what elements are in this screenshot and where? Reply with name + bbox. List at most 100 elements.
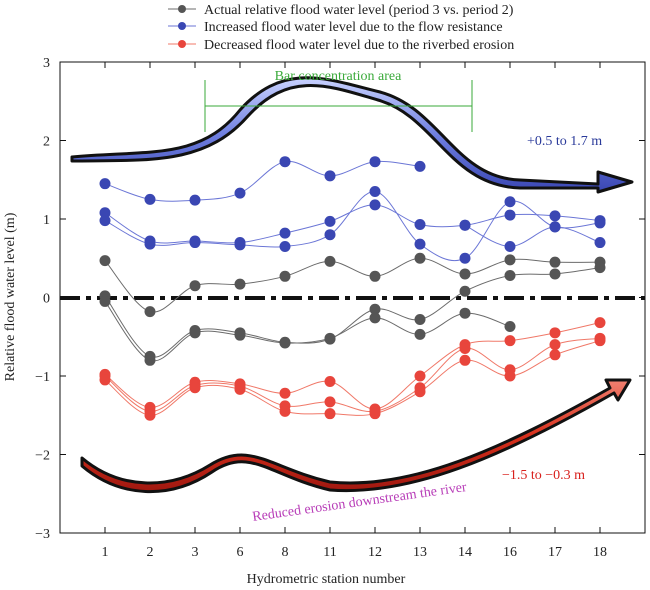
data-point-actual [414,313,426,325]
data-point-increased [324,215,336,227]
data-point-decreased [189,382,201,394]
data-point-actual [594,262,606,274]
data-point-increased [549,221,561,233]
legend-marker-decreased [178,40,186,48]
data-point-increased [144,193,156,205]
data-point-increased [369,156,381,168]
data-point-actual [414,252,426,264]
x-tick-label: 13 [413,545,427,560]
legend: Actual relative flood water level (perio… [168,3,514,53]
data-point-decreased [99,374,111,386]
data-point-actual [369,270,381,282]
x-tick-label: 14 [458,545,472,560]
x-tick-label: 18 [593,545,607,560]
data-point-increased [369,199,381,211]
data-point-increased [459,252,471,264]
x-tick-label: 6 [237,545,244,560]
y-tick-label: −2 [35,449,50,464]
data-point-increased [279,156,291,168]
data-point-actual [144,354,156,366]
x-tick-label: 12 [368,545,382,560]
data-point-actual [369,312,381,324]
data-point-increased [594,217,606,229]
data-point-actual [144,306,156,318]
data-point-decreased [504,370,516,382]
data-point-decreased [459,354,471,366]
data-point-decreased [414,386,426,398]
series-line-actual-0 [104,257,601,313]
data-point-decreased [234,383,246,395]
data-point-increased [144,238,156,250]
bar-concentration-label: Bar concentration area [275,69,402,84]
data-point-increased [504,209,516,221]
data-point-decreased [279,405,291,417]
legend-label-increased: Increased flood water level due to the f… [204,20,503,35]
data-point-actual [279,337,291,349]
y-tick-label: 3 [43,56,50,71]
x-tick-label: 2 [147,545,154,560]
series-line-actual-2 [104,301,511,362]
y-tick-label: 1 [43,213,50,228]
y-tick-label: −1 [35,370,50,385]
data-point-actual [549,256,561,268]
x-tick-label: 17 [548,545,562,560]
data-point-decreased [549,327,561,339]
data-point-increased [279,227,291,239]
data-point-actual [549,268,561,280]
data-point-increased [189,194,201,206]
legend-label-actual: Actual relative flood water level (perio… [204,3,514,18]
series-layer [99,156,606,421]
y-tick-label: 0 [43,292,50,307]
y-axis: −3 −2 −1 0 1 2 3 [35,56,645,542]
data-point-actual [504,321,516,333]
x-tick-label: 11 [323,545,336,560]
data-point-actual [459,307,471,319]
data-point-increased [99,178,111,190]
data-point-actual [99,295,111,307]
data-point-decreased [369,408,381,420]
data-point-actual [189,327,201,339]
data-point-increased [99,207,111,219]
data-point-actual [189,280,201,292]
x-tick-label: 16 [503,545,517,560]
x-tick-label: 3 [192,545,199,560]
series-line-decreased-7 [104,322,601,410]
x-tick-label: 8 [282,545,289,560]
data-point-actual [234,329,246,341]
data-point-actual [459,268,471,280]
data-point-decreased [549,349,561,361]
increase-range-label: +0.5 to 1.7 m [527,134,602,149]
data-point-actual [414,328,426,340]
data-point-decreased [279,387,291,399]
x-tick-label: 1 [102,545,109,560]
data-point-decreased [594,335,606,347]
x-axis-label: Hydrometric station number [247,572,406,587]
data-point-actual [234,278,246,290]
y-axis-label: Relative flood water level (m) [3,212,18,381]
legend-entry-actual: Actual relative flood water level (perio… [168,3,514,18]
series-line-increased-6 [464,224,601,247]
legend-entry-increased: Increased flood water level due to the f… [168,20,503,35]
data-point-increased [594,237,606,249]
bar-concentration-bracket: Bar concentration area [204,69,473,132]
data-point-increased [504,240,516,252]
data-point-decreased [459,343,471,355]
data-point-actual [504,254,516,266]
legend-entry-decreased: Decreased flood water level due to the r… [168,38,514,53]
data-point-increased [99,215,111,227]
data-point-increased [189,237,201,249]
data-point-increased [234,239,246,251]
data-point-actual [324,255,336,267]
data-point-actual [279,270,291,282]
series-line-decreased-8 [104,337,601,413]
data-point-actual [369,303,381,315]
decrease-arrow [80,378,632,494]
data-point-increased [324,170,336,182]
decrease-range-label: −1.5 to −0.3 m [502,468,585,483]
data-point-actual [324,332,336,344]
data-point-increased [459,219,471,231]
data-point-decreased [414,370,426,382]
data-point-increased [234,187,246,199]
legend-marker-actual [178,5,186,13]
